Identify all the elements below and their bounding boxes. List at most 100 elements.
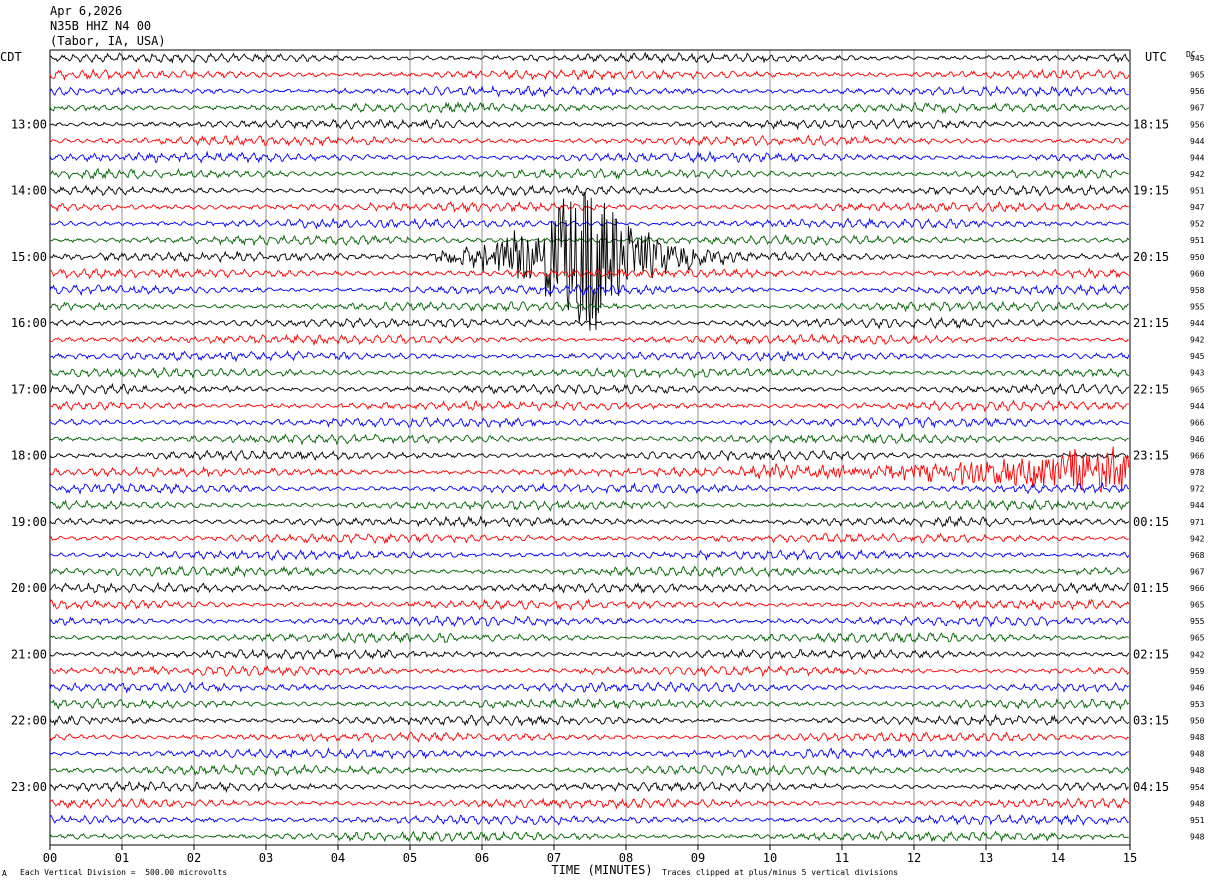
dc-offset-label: 944 bbox=[1190, 153, 1205, 162]
trace-38 bbox=[49, 681, 1130, 694]
trace-40 bbox=[49, 713, 1130, 727]
trace-43 bbox=[49, 763, 1130, 777]
trace-2 bbox=[49, 85, 1129, 98]
trace-26 bbox=[49, 481, 1130, 495]
dc-offset-label: 947 bbox=[1190, 203, 1205, 212]
trace-4 bbox=[49, 118, 1130, 131]
corner-mark: A bbox=[2, 869, 7, 878]
dc-offset-label: 944 bbox=[1190, 319, 1205, 328]
dc-offset-label: 953 bbox=[1190, 700, 1205, 709]
x-tick-label: 03 bbox=[259, 851, 273, 865]
trace-13 bbox=[49, 267, 1130, 280]
trace-20 bbox=[49, 382, 1130, 396]
dc-offset-label: 965 bbox=[1190, 601, 1205, 610]
dc-offset-label: 948 bbox=[1190, 799, 1205, 808]
x-tick-label: 01 bbox=[115, 851, 129, 865]
trace-3 bbox=[49, 100, 1130, 115]
right-hour-label: 21:15 bbox=[1133, 316, 1169, 330]
x-tick-label: 05 bbox=[403, 851, 417, 865]
dc-offset-label: 954 bbox=[1190, 783, 1205, 792]
right-hour-label: 22:15 bbox=[1133, 382, 1169, 396]
trace-22 bbox=[49, 416, 1129, 429]
trace-6 bbox=[49, 150, 1130, 164]
trace-34 bbox=[49, 615, 1130, 628]
right-hour-label: 00:15 bbox=[1133, 515, 1169, 529]
dc-offset-label: 944 bbox=[1190, 402, 1205, 411]
right-hour-label: 02:15 bbox=[1133, 647, 1169, 661]
trace-36 bbox=[49, 648, 1130, 661]
x-tick-label: 11 bbox=[835, 851, 849, 865]
clip-note: Traces clipped at plus/minus 5 vertical … bbox=[662, 868, 899, 877]
trace-17 bbox=[49, 333, 1129, 347]
x-tick-label: 06 bbox=[475, 851, 489, 865]
trace-27 bbox=[49, 499, 1130, 512]
dc-offset-label: 955 bbox=[1190, 302, 1205, 311]
trace-24 bbox=[49, 449, 1130, 463]
x-tick-label: 07 bbox=[547, 851, 561, 865]
left-hour-label: 20:00 bbox=[11, 581, 47, 595]
trace-11 bbox=[49, 233, 1130, 247]
trace-47 bbox=[49, 830, 1130, 843]
right-hour-label: 03:15 bbox=[1133, 714, 1169, 728]
dc-offset-label: 966 bbox=[1190, 452, 1205, 461]
header-date: Apr 6,2026 bbox=[50, 4, 123, 18]
left-hour-label: 15:00 bbox=[11, 250, 47, 264]
dc-offset-label: 952 bbox=[1190, 220, 1205, 229]
x-tick-label: 08 bbox=[619, 851, 633, 865]
header-station: N35B HHZ N4 00 bbox=[50, 19, 152, 33]
dc-offset-label: 965 bbox=[1190, 634, 1205, 643]
dc-offset-label: 965 bbox=[1190, 385, 1205, 394]
trace-42 bbox=[49, 747, 1129, 760]
trace-28 bbox=[49, 515, 1130, 528]
trace-18 bbox=[49, 350, 1130, 363]
trace-32 bbox=[49, 581, 1129, 595]
scale-note: Each Vertical Division = 500.00 microvol… bbox=[20, 868, 228, 877]
dc-offset-label: 950 bbox=[1190, 717, 1205, 726]
trace-23 bbox=[49, 432, 1129, 446]
left-timezone-label: CDT bbox=[0, 50, 22, 64]
left-hour-label: 18:00 bbox=[11, 449, 47, 463]
dc-offset-label: 948 bbox=[1190, 766, 1205, 775]
dc-offset-label: 951 bbox=[1190, 816, 1205, 825]
dc-column-header: DC bbox=[1186, 50, 1196, 59]
dc-offset-label: 971 bbox=[1190, 518, 1205, 527]
dc-offset-label: 950 bbox=[1190, 253, 1205, 262]
left-hour-label: 17:00 bbox=[11, 382, 47, 396]
dc-offset-label: 943 bbox=[1190, 369, 1205, 378]
trace-8 bbox=[49, 184, 1130, 197]
trace-31 bbox=[49, 564, 1130, 578]
trace-45 bbox=[50, 796, 1130, 810]
dc-offset-label: 967 bbox=[1190, 104, 1205, 113]
trace-5 bbox=[49, 134, 1130, 147]
dc-offset-label: 959 bbox=[1190, 667, 1205, 676]
dc-offset-label: 956 bbox=[1190, 87, 1205, 96]
trace-30 bbox=[49, 548, 1130, 562]
right-hour-label: 19:15 bbox=[1133, 184, 1169, 198]
dc-offset-label: 951 bbox=[1190, 236, 1205, 245]
trace-44 bbox=[49, 780, 1129, 794]
plot-frame bbox=[49, 49, 1131, 846]
right-timezone-label: UTC bbox=[1145, 50, 1167, 64]
x-tick-label: 15 bbox=[1123, 851, 1137, 865]
x-tick-label: 13 bbox=[979, 851, 993, 865]
left-hour-label: 14:00 bbox=[11, 184, 47, 198]
dc-offset-label: 978 bbox=[1190, 468, 1205, 477]
left-hour-label: 22:00 bbox=[11, 714, 47, 728]
right-hour-label: 23:15 bbox=[1133, 449, 1169, 463]
dc-offset-label: 942 bbox=[1190, 534, 1205, 543]
left-hour-label: 16:00 bbox=[11, 316, 47, 330]
left-hour-label: 23:00 bbox=[11, 780, 47, 794]
dc-offset-label: 942 bbox=[1190, 336, 1205, 345]
left-hour-label: 13:00 bbox=[11, 117, 47, 131]
trace-12 bbox=[49, 191, 1129, 331]
right-hour-label: 18:15 bbox=[1133, 117, 1169, 131]
dc-offset-label: 955 bbox=[1190, 617, 1205, 626]
right-hour-label: 20:15 bbox=[1133, 250, 1169, 264]
dc-offset-label: 958 bbox=[1190, 286, 1205, 295]
trace-21 bbox=[49, 399, 1129, 413]
trace-46 bbox=[49, 813, 1129, 826]
dc-offset-label: 942 bbox=[1190, 650, 1205, 659]
dc-offset-label: 956 bbox=[1190, 120, 1205, 129]
left-hour-label: 19:00 bbox=[11, 515, 47, 529]
x-tick-label: 09 bbox=[691, 851, 705, 865]
